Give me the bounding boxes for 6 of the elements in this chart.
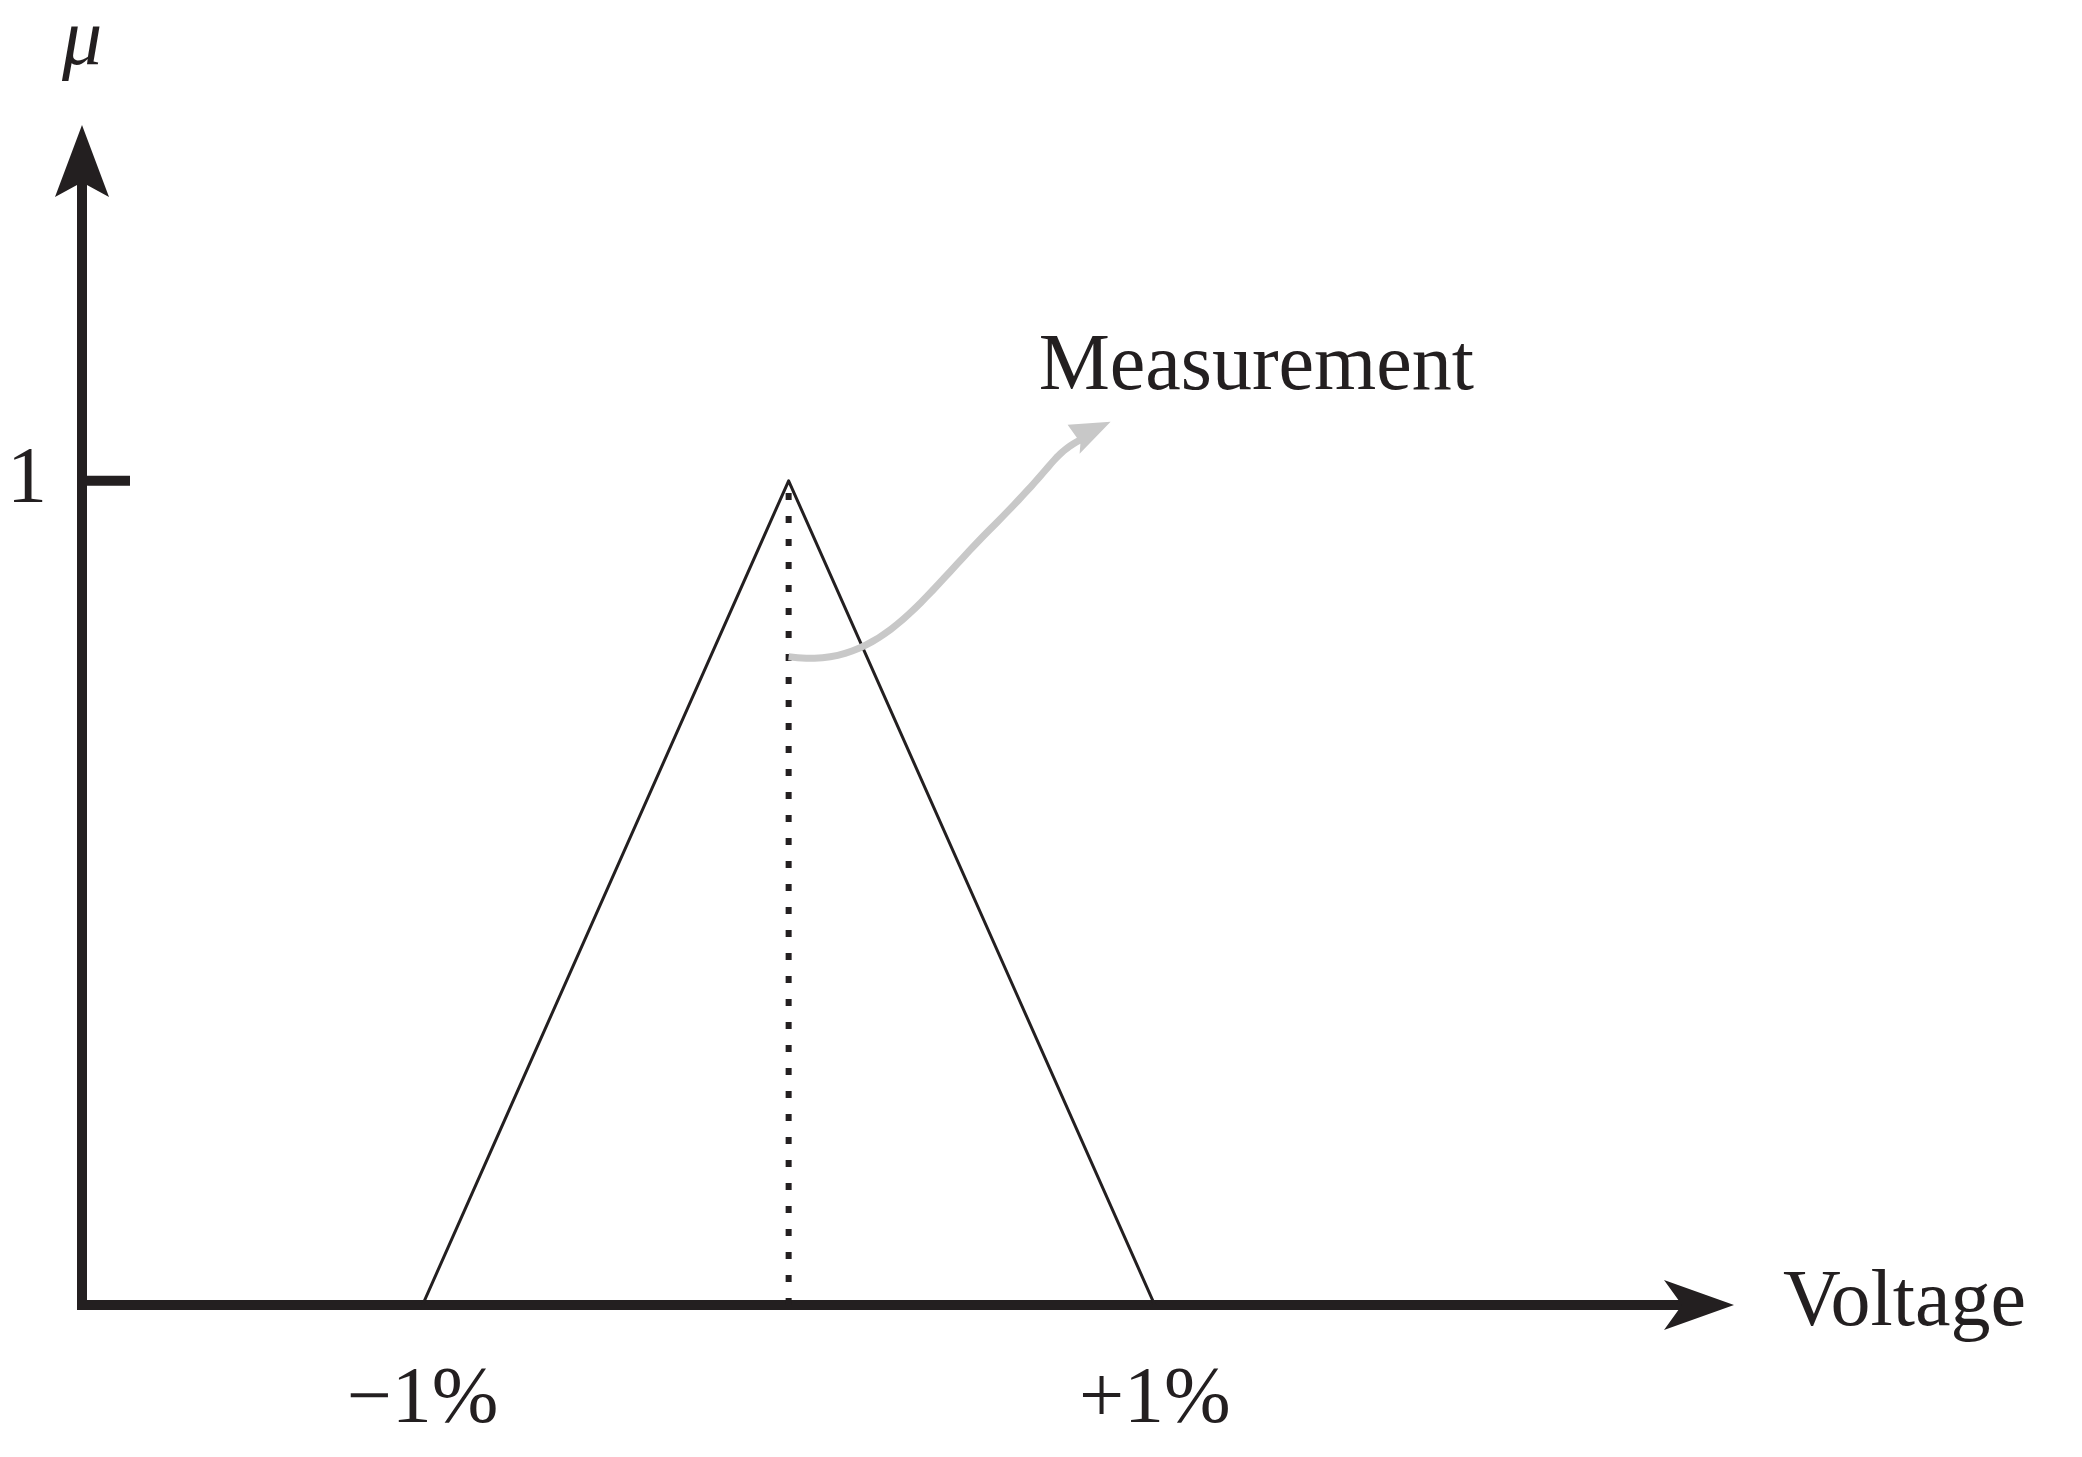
x-tick-label: +1% (1078, 1351, 1231, 1440)
text: Measurement (1038, 317, 1475, 406)
text: 1 (7, 430, 47, 519)
x-axis-title: Voltage (1783, 1254, 2026, 1342)
y-axis-title: μ (60, 0, 103, 81)
x-tick-label: −1% (346, 1351, 499, 1440)
